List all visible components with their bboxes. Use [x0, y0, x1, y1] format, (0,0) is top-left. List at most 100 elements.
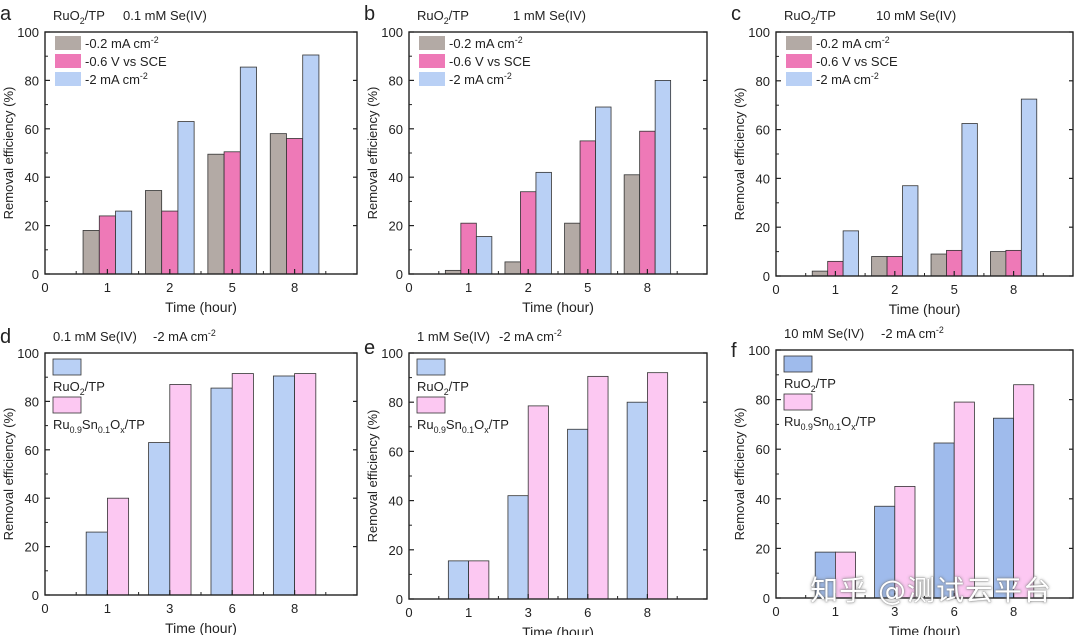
legend-swatch — [783, 355, 813, 373]
y-tick-label: 100 — [17, 25, 39, 40]
legend-label: RuO2/TP — [784, 376, 836, 394]
bar — [115, 210, 133, 275]
bar — [302, 54, 320, 275]
bar — [207, 153, 225, 275]
panel-letter: d — [0, 326, 11, 348]
x-tick-label: 1 — [104, 280, 111, 295]
y-tick-label: 60 — [25, 443, 39, 458]
y-axis-label: Removal efficiency (%) — [365, 410, 380, 543]
y-tick-label: 40 — [25, 491, 39, 506]
bar — [647, 372, 669, 600]
y-tick-label: 100 — [17, 346, 39, 361]
bar — [145, 190, 163, 275]
bar — [626, 401, 648, 600]
legend: RuO2/TP Ru0.9Sn0.1Ox/TP — [416, 358, 509, 435]
x-tick-label: 8 — [644, 605, 651, 620]
bar — [1020, 98, 1038, 277]
y-tick-label: 20 — [389, 219, 403, 234]
legend-swatch — [783, 393, 813, 411]
panel-condition: 1 mM Se(IV) — [513, 8, 586, 23]
bar — [286, 138, 304, 275]
y-tick-label: 0 — [32, 588, 39, 603]
x-tick-label: 2 — [166, 280, 173, 295]
panel-current: -2 mA cm-2 — [881, 325, 944, 341]
bar — [1013, 384, 1035, 599]
bar — [98, 215, 116, 275]
y-axis-label: Removal efficiency (%) — [1, 408, 16, 541]
legend-swatch — [416, 396, 446, 414]
x-tick-label: 0 — [41, 601, 48, 616]
bar — [654, 80, 672, 275]
x-axis-label: Time (hour) — [522, 299, 594, 315]
panel-letter: a — [0, 3, 12, 25]
watermark: 知乎 @测试云平台 — [810, 574, 1052, 607]
bar — [85, 531, 108, 596]
x-tick-label: 1 — [104, 601, 111, 616]
bar — [177, 121, 195, 275]
legend-label: -2 mA cm-2 — [449, 71, 512, 87]
bar — [460, 222, 477, 275]
y-tick-label: 80 — [389, 395, 403, 410]
bar — [587, 375, 609, 600]
x-tick-label: 0 — [41, 280, 48, 295]
bar — [294, 373, 317, 596]
y-tick-label: 20 — [756, 220, 770, 235]
legend: RuO2/TP Ru0.9Sn0.1Ox/TP — [52, 358, 145, 435]
x-axis-label: Time (hour) — [889, 623, 961, 635]
panel-a: a RuO2/TP 0.1 mM Se(IV) 0 20 40 60 80 100 0 1 2 5 8 Ti… — [0, 3, 358, 315]
x-tick-label: 3 — [166, 601, 173, 616]
x-tick-label: 6 — [584, 605, 591, 620]
legend-swatch — [52, 358, 82, 376]
x-tick-label: 1 — [465, 280, 472, 295]
y-tick-label: 60 — [389, 444, 403, 459]
legend-label: -0.2 mA cm-2 — [816, 35, 890, 51]
panel-current: -2 mA cm-2 — [499, 328, 562, 344]
panel-condition: 10 mM Se(IV) — [876, 8, 956, 23]
panel-condition: 0.1 mM Se(IV) — [53, 329, 137, 344]
x-tick-label: 8 — [291, 280, 298, 295]
panel-condition: 1 mM Se(IV) — [417, 329, 490, 344]
x-tick-label: 5 — [951, 282, 958, 297]
x-axis-label: Time (hour) — [522, 624, 594, 635]
x-tick-label: 1 — [832, 282, 839, 297]
legend-label: -2 mA cm-2 — [816, 71, 879, 87]
bar — [623, 174, 641, 275]
bar — [871, 256, 888, 277]
panel-title: RuO2/TP — [417, 8, 469, 26]
bar — [507, 495, 529, 600]
bar — [579, 140, 596, 275]
legend: -0.2 mA cm-2 -0.6 V vs SCE -2 mA cm-2 — [419, 35, 531, 87]
bar — [148, 442, 171, 596]
y-axis-label: Removal efficiency (%) — [732, 88, 747, 221]
bar — [239, 66, 257, 275]
bar — [223, 151, 241, 275]
y-tick-label: 0 — [396, 267, 403, 282]
y-tick-label: 60 — [756, 123, 770, 138]
panel-b: b RuO2/TP 1 mM Se(IV) 0 20 40 60 80 100 0 1 2 5 8 Time… — [364, 3, 708, 315]
x-tick-label: 2 — [525, 280, 532, 295]
y-tick-label: 100 — [748, 25, 770, 40]
bar — [811, 270, 829, 277]
y-tick-label: 60 — [756, 442, 770, 457]
y-tick-label: 80 — [389, 73, 403, 88]
bar — [535, 171, 552, 275]
y-tick-label: 20 — [25, 540, 39, 555]
bar — [468, 560, 490, 600]
x-tick-label: 8 — [1010, 604, 1017, 619]
y-tick-label: 40 — [389, 170, 403, 185]
x-tick-label: 0 — [405, 605, 412, 620]
x-tick-label: 2 — [891, 282, 898, 297]
x-tick-label: 8 — [644, 280, 651, 295]
x-tick-label: 3 — [525, 605, 532, 620]
bar — [161, 210, 179, 275]
bar — [930, 253, 947, 277]
bar — [107, 497, 130, 596]
bar — [961, 123, 978, 277]
legend-label: -0.6 V vs SCE — [449, 54, 531, 69]
y-tick-label: 80 — [25, 394, 39, 409]
y-tick-label: 80 — [756, 74, 770, 89]
x-tick-label: 0 — [772, 282, 779, 297]
panel-letter: b — [364, 3, 375, 25]
x-tick-label: 8 — [1010, 282, 1017, 297]
y-tick-label: 100 — [381, 25, 403, 40]
